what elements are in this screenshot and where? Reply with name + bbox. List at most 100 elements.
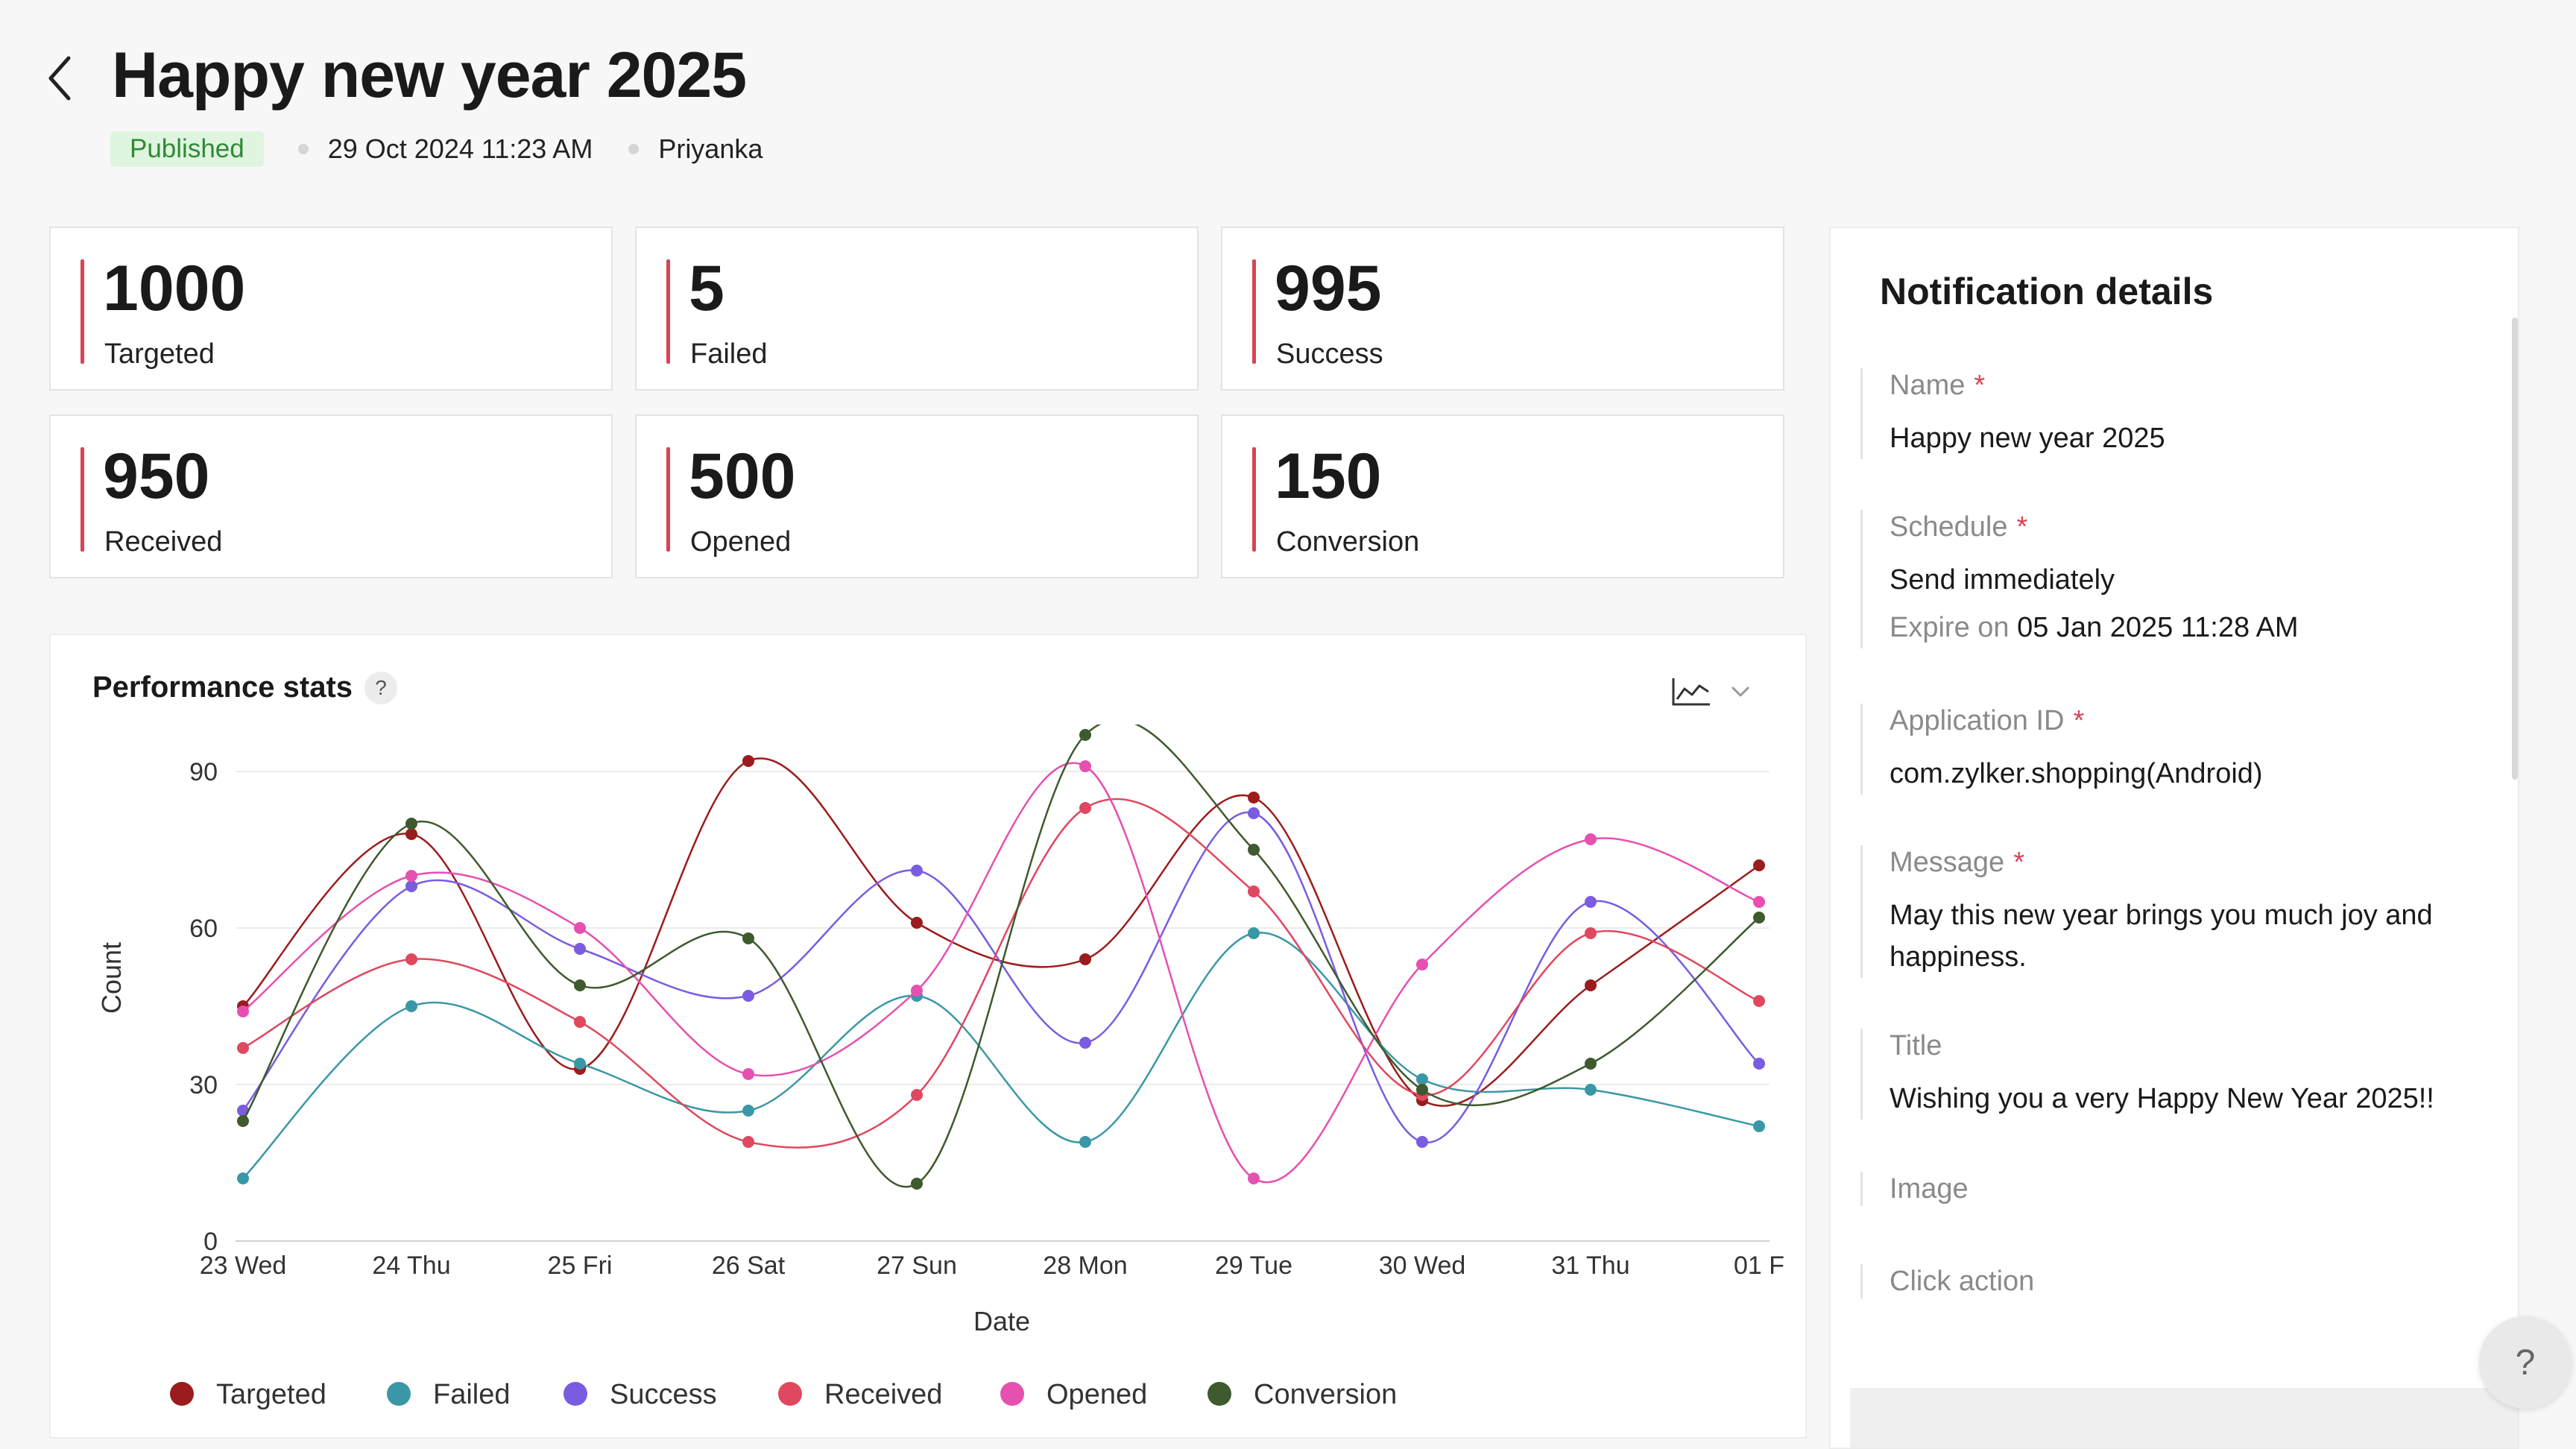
stat-card-opened: 500 Opened [635, 414, 1199, 578]
accent-bar [1252, 447, 1256, 552]
data-point-targeted [742, 755, 754, 767]
field-label: Application ID * [1890, 705, 2085, 736]
data-point-failed [1585, 1084, 1597, 1096]
accent-bar [80, 447, 84, 552]
data-point-success [405, 880, 417, 892]
stat-card-conversion: 150 Conversion [1221, 414, 1784, 578]
stat-value: 1000 [103, 253, 246, 324]
data-point-failed [1079, 1136, 1091, 1148]
data-point-received [1079, 802, 1091, 814]
y-tick-label: 60 [189, 915, 218, 943]
data-point-conversion [574, 979, 586, 991]
stat-label: Success [1276, 338, 1383, 370]
field-value: com.zylker.shopping(Android) [1890, 758, 2263, 789]
data-point-received [1248, 886, 1260, 897]
back-button[interactable] [43, 52, 76, 104]
field-label: Message * [1890, 847, 2024, 878]
y-tick-label: 0 [203, 1228, 218, 1256]
x-tick-label: 25 Fri [548, 1251, 613, 1280]
notification-details-title: Notification details [1880, 271, 2214, 312]
data-point-success [574, 943, 586, 955]
performance-title: Performance stats ? [92, 671, 398, 704]
legend-marker-opened [1000, 1382, 1024, 1406]
help-icon[interactable]: ? [364, 671, 398, 704]
data-point-targeted [1079, 953, 1091, 965]
data-point-opened [237, 1006, 249, 1017]
data-point-targeted [405, 828, 417, 840]
chevron-left-icon [48, 56, 71, 101]
data-point-opened [911, 985, 923, 997]
stat-label: Opened [690, 526, 792, 558]
data-point-failed [742, 1105, 754, 1117]
data-point-opened [742, 1068, 754, 1080]
data-point-conversion [405, 818, 417, 830]
data-point-conversion [1753, 912, 1765, 924]
schedule-field: Schedule * Send immediately Expire on 05 … [1860, 510, 2472, 648]
data-point-failed [237, 1172, 249, 1184]
field-value: Happy new year 2025 [1890, 423, 2165, 454]
data-point-success [1416, 1136, 1428, 1148]
required-marker: * [1974, 370, 1986, 401]
chevron-down-icon [1731, 686, 1749, 697]
data-point-received [911, 1089, 923, 1101]
field-label: Title [1890, 1030, 1942, 1061]
field-value: May this new year brings you much joy an… [1890, 900, 2433, 973]
stat-value: 995 [1275, 253, 1382, 324]
performance-panel: Performance stats ? 0 30 60 90 23 Wed 24 Thu 2… [49, 634, 1807, 1439]
separator-dot [628, 144, 640, 154]
status-badge: Published [110, 131, 264, 167]
required-marker: * [2016, 511, 2028, 543]
x-tick-label: 30 Wed [1379, 1251, 1466, 1280]
scrollbar[interactable] [2512, 318, 2518, 780]
x-tick-label: 29 Tue [1215, 1251, 1292, 1280]
data-point-received [237, 1042, 249, 1054]
legend-label-conversion: Conversion [1254, 1379, 1397, 1410]
notification-details-panel: Notification details Name * Happy new yea… [1829, 227, 2519, 1449]
series-line-targeted [242, 757, 1760, 1107]
help-button[interactable]: ? [2479, 1316, 2572, 1409]
stat-label: Targeted [104, 338, 215, 370]
stat-card-received: 950 Received [49, 414, 613, 578]
legend-label-failed: Failed [433, 1379, 511, 1410]
legend-label-targeted: Targeted [216, 1379, 326, 1410]
data-point-conversion [742, 932, 754, 944]
legend-marker-success [564, 1382, 587, 1406]
stat-card-success: 995 Success [1221, 227, 1784, 391]
series-line-conversion [242, 724, 1760, 1188]
data-point-success [911, 865, 923, 877]
data-point-opened [1248, 1172, 1260, 1184]
legend-label-received: Received [824, 1379, 942, 1410]
image-field: Image [1860, 1172, 2472, 1206]
data-point-success [1585, 896, 1597, 908]
performance-title-text: Performance stats [92, 671, 353, 704]
x-tick-label: 01 F [1734, 1251, 1784, 1280]
legend-marker-targeted [170, 1382, 194, 1406]
data-point-received [405, 953, 417, 965]
data-point-success [1079, 1037, 1091, 1049]
data-point-failed [574, 1058, 586, 1070]
message-field: Message * May this new year brings you mu… [1860, 845, 2472, 978]
stat-value: 950 [103, 441, 210, 512]
line-chart-icon [1672, 678, 1710, 706]
stat-label: Received [104, 526, 223, 558]
x-tick-label: 27 Sun [877, 1251, 957, 1280]
data-point-received [1585, 927, 1597, 939]
data-point-received [742, 1136, 754, 1148]
stat-value: 5 [689, 253, 724, 324]
data-point-conversion [1585, 1058, 1597, 1070]
field-label: Name * [1890, 370, 1986, 401]
data-point-failed [405, 1000, 417, 1012]
data-point-conversion [1416, 1084, 1428, 1096]
legend-marker-conversion [1208, 1382, 1231, 1406]
data-point-conversion [1248, 844, 1260, 856]
application-id-field: Application ID * com.zylker.shopping(Andr… [1860, 704, 2472, 795]
field-label: Click action [1890, 1266, 2035, 1297]
published-date: 29 Oct 2024 11:23 AM [327, 133, 593, 164]
data-point-targeted [1248, 792, 1260, 804]
data-point-opened [574, 922, 586, 934]
field-value: Wishing you a very Happy New Year 2025!! [1890, 1083, 2434, 1114]
chart-type-selector[interactable] [1671, 677, 1750, 707]
field-label: Image [1890, 1173, 1969, 1205]
click-action-field: Click action [1860, 1264, 2472, 1298]
x-tick-label: 26 Sat [712, 1251, 786, 1280]
